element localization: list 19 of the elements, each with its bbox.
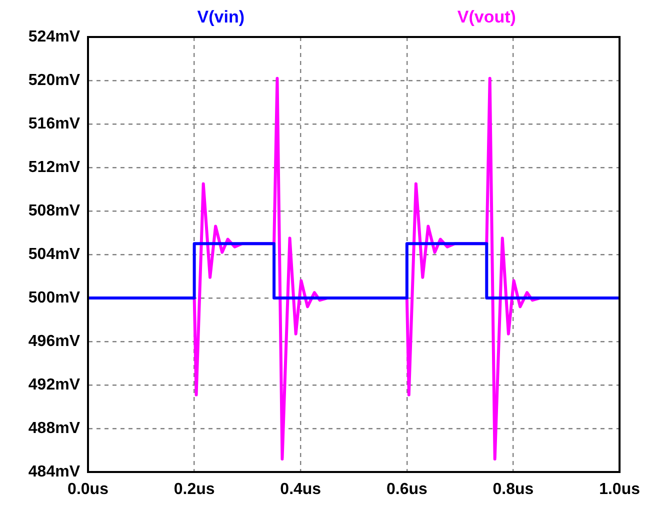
y-tick-label: 524mV	[28, 28, 80, 46]
x-tick-label: 0.2us	[174, 481, 215, 498]
x-tick-label: 1.0us	[599, 481, 640, 498]
y-tick-label: 492mV	[28, 376, 80, 394]
x-tick-label: 0.8us	[492, 481, 534, 498]
text: V(vout)	[457, 8, 516, 27]
y-tick-label: 516mV	[28, 115, 80, 132]
y-tick-label: 488mV	[28, 420, 80, 437]
y-tick-label: 496mV	[28, 332, 80, 350]
text: V(vin)	[197, 8, 245, 27]
y-tick-label: 508mV	[28, 202, 80, 220]
y-tick-label: 512mV	[28, 158, 80, 176]
x-tick-label: 0.6us	[386, 481, 428, 498]
y-tick-label: 484mV	[28, 463, 80, 480]
y-tick-label: 520mV	[28, 72, 80, 89]
y-tick-label: 500mV	[28, 289, 80, 306]
x-tick-label: 0.0us	[68, 481, 109, 498]
x-tick-label: 0.4us	[280, 481, 322, 498]
y-tick-label: 504mV	[28, 246, 80, 263]
